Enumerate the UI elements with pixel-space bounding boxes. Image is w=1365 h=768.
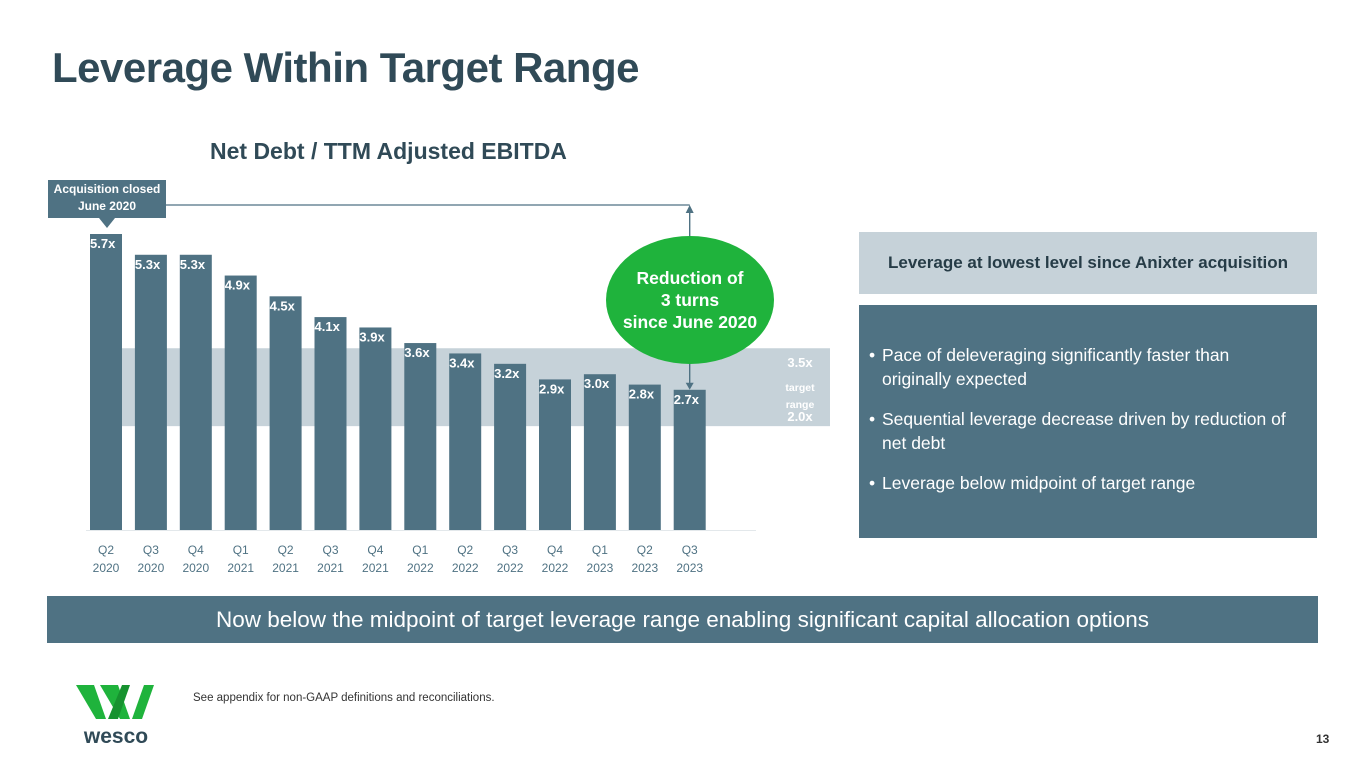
target-range-label: target (785, 382, 815, 394)
arrow-up-icon (685, 205, 694, 213)
value-label-0: 5.7x (90, 236, 116, 251)
logo-mark-cross (108, 685, 130, 719)
conclusion-banner: Now below the midpoint of target leverag… (47, 596, 1318, 643)
value-label-1: 5.3x (135, 257, 161, 272)
wesco-logo: wesco (76, 685, 154, 747)
logo-wordmark: wesco (83, 725, 148, 747)
bar-10 (539, 379, 571, 530)
tick-year-3: 2021 (227, 561, 254, 575)
bar-3 (224, 275, 257, 530)
tick-year-1: 2020 (138, 561, 165, 575)
acquisition-callout: Acquisition closed June 2020 (48, 180, 166, 218)
tick-quarter-13: Q3 (682, 543, 698, 557)
side-panel-body: • Pace of deleveraging significantly fast… (859, 305, 1317, 538)
tick-year-7: 2022 (407, 561, 434, 575)
value-label-10: 2.9x (539, 381, 565, 396)
bar-1 (134, 254, 167, 531)
bullet-text: Pace of deleveraging significantly faste… (882, 345, 1230, 389)
tick-year-10: 2022 (542, 561, 569, 575)
tick-quarter-5: Q3 (322, 543, 338, 557)
reduction-line-3: since June 2020 (622, 312, 758, 332)
reduction-bubble: Reduction of 3 turns since June 2020 (606, 236, 774, 364)
bullet-icon: • (869, 409, 876, 429)
bullet-item: • Sequential leverage decrease driven by … (869, 407, 1297, 455)
bars-layer (90, 234, 706, 531)
tick-year-5: 2021 (317, 561, 344, 575)
bar-9 (494, 363, 527, 530)
tick-year-11: 2023 (587, 561, 614, 575)
bullet-icon: • (869, 345, 876, 365)
tick-quarter-6: Q4 (367, 543, 383, 557)
bar-4 (269, 296, 302, 530)
tick-year-4: 2021 (272, 561, 299, 575)
tick-year-12: 2023 (631, 561, 658, 575)
page-number: 13 (1316, 732, 1330, 746)
value-label-2: 5.3x (180, 257, 206, 272)
value-label-6: 3.9x (359, 329, 385, 344)
tick-quarter-2: Q4 (188, 543, 204, 557)
tick-quarter-11: Q1 (592, 543, 608, 557)
tick-year-13: 2023 (676, 561, 703, 575)
bar-2 (179, 254, 212, 531)
arrow-down-icon (685, 382, 694, 390)
tick-quarter-4: Q2 (278, 543, 294, 557)
bar-13 (673, 389, 706, 530)
bullet-text: Sequential leverage decrease driven by r… (882, 409, 1286, 453)
tick-quarter-12: Q2 (637, 543, 653, 557)
footnote: See appendix for non-GAAP definitions an… (193, 692, 495, 704)
value-label-9: 3.2x (494, 366, 520, 381)
tick-quarter-9: Q3 (502, 543, 518, 557)
reduction-line-2: 3 turns (660, 290, 720, 310)
reduction-line-1: Reduction of (636, 268, 744, 288)
bar-7 (404, 343, 437, 530)
logo-mark-right (132, 685, 154, 719)
bar-5 (314, 317, 347, 530)
value-label-8: 3.4x (449, 355, 475, 370)
target-range-low: 2.0x (787, 409, 813, 424)
callout-line-1: Acquisition closed (53, 182, 161, 196)
bullet-item: • Pace of deleveraging significantly fast… (869, 343, 1297, 391)
value-label-13: 2.7x (674, 392, 700, 407)
bar-6 (359, 327, 392, 530)
value-label-4: 4.5x (270, 298, 296, 313)
bullet-text: Leverage below midpoint of target range (882, 473, 1196, 493)
bar-8 (449, 353, 482, 530)
value-label-11: 3.0x (584, 376, 610, 391)
logo-mark-left (76, 685, 106, 719)
tick-quarter-0: Q2 (98, 543, 114, 557)
x-axis-ticks: Q2 2020 Q3 2020 Q4 2020 Q1 2021 Q2 2021 Q3 2021 Q4 20… (93, 543, 704, 575)
chart-title: Net Debt / TTM Adjusted EBITDA (210, 138, 567, 164)
side-panel-header: Leverage at lowest level since Anixter a… (859, 232, 1317, 294)
bullet-icon: • (869, 473, 876, 493)
value-label-5: 4.1x (315, 319, 341, 334)
page-title: Leverage Within Target Range (52, 44, 639, 91)
tick-quarter-8: Q2 (457, 543, 473, 557)
tick-year-8: 2022 (452, 561, 479, 575)
value-label-12: 2.8x (629, 387, 655, 402)
callout-line-2: June 2020 (77, 199, 137, 213)
tick-quarter-7: Q1 (412, 543, 428, 557)
tick-year-0: 2020 (93, 561, 120, 575)
tick-year-9: 2022 (497, 561, 524, 575)
target-range-high: 3.5x (787, 355, 813, 370)
bar-0 (90, 234, 122, 530)
value-labels-layer: 5.7x 5.3x 5.3x 4.9x 4.5x 4.1x 3.9x 3.6x 3.4x 3.2x… (90, 236, 700, 407)
value-label-7: 3.6x (404, 345, 430, 360)
value-label-3: 4.9x (225, 278, 251, 293)
bar-12 (628, 384, 661, 530)
bullet-item: • Leverage below midpoint of target range (869, 471, 1297, 495)
tick-quarter-3: Q1 (233, 543, 249, 557)
tick-quarter-1: Q3 (143, 543, 159, 557)
tick-year-6: 2021 (362, 561, 389, 575)
target-range-label-2: range (786, 399, 815, 411)
bullet-list: • Pace of deleveraging significantly fast… (869, 343, 1297, 495)
bar-11 (583, 374, 616, 530)
tick-quarter-10: Q4 (547, 543, 563, 557)
tick-year-2: 2020 (182, 561, 209, 575)
callout-pointer (99, 218, 115, 228)
